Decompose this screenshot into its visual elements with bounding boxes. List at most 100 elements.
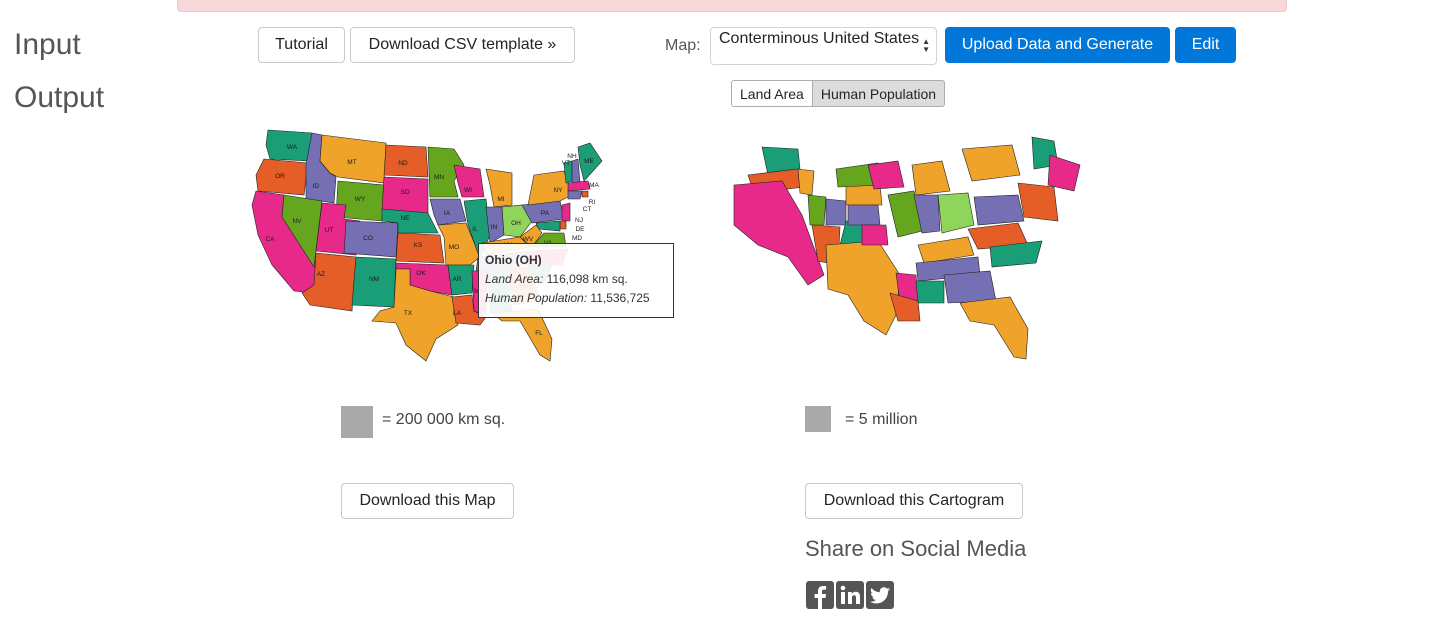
state-de[interactable] <box>559 220 567 230</box>
state-nd[interactable] <box>383 144 429 178</box>
state-ny[interactable] <box>527 170 573 206</box>
cartogram-nj[interactable] <box>1017 182 1059 222</box>
tooltip-population-key: Human Population: <box>485 291 588 305</box>
map-type-toggle: Land Area Human Population <box>731 80 946 107</box>
input-section-title: Input <box>14 28 81 61</box>
state-ar[interactable] <box>447 264 475 296</box>
state-wa[interactable] <box>265 129 313 162</box>
state-label-wy: WY <box>355 196 366 203</box>
state-label-ny: NY <box>553 187 563 194</box>
state-ma[interactable] <box>567 180 591 192</box>
cartogram-co[interactable] <box>825 198 847 226</box>
state-label-ar: AR <box>452 276 461 283</box>
state-label-mi: MI <box>497 196 504 203</box>
tooltip-title: Ohio (OH) <box>485 253 542 267</box>
state-label-wv: WV <box>523 236 534 243</box>
state-wi[interactable] <box>453 164 485 198</box>
state-me[interactable] <box>577 142 603 182</box>
state-label-il: IL <box>472 226 478 233</box>
alert-banner <box>177 0 1287 12</box>
state-label-ri: RI <box>589 199 596 206</box>
state-label-mn: MN <box>434 174 444 181</box>
state-nv[interactable] <box>281 194 323 268</box>
state-oh[interactable] <box>501 204 533 238</box>
state-label-nd: ND <box>398 160 408 167</box>
cartogram-legend-swatch <box>805 406 831 432</box>
state-nj[interactable] <box>561 202 571 222</box>
land-area-toggle[interactable]: Land Area <box>731 80 813 107</box>
state-label-in: IN <box>491 224 498 231</box>
state-ia[interactable] <box>429 198 467 226</box>
state-mt[interactable] <box>319 134 387 184</box>
map-legend-text: = 200 000 km sq. <box>382 411 506 428</box>
state-label-nv: NV <box>292 218 302 225</box>
state-label-sd: SD <box>400 189 409 196</box>
download-map-button[interactable]: Download this Map <box>341 483 514 519</box>
download-csv-template-button[interactable]: Download CSV template » <box>350 27 575 63</box>
output-section-title: Output <box>14 81 105 114</box>
map-legend-swatch <box>341 406 373 438</box>
state-label-ne: NE <box>400 215 410 222</box>
state-label-id: ID <box>313 183 320 190</box>
state-label-ma: MA <box>589 182 599 189</box>
cartogram-ga[interactable] <box>943 270 997 304</box>
state-label-md: MD <box>572 235 582 242</box>
state-mn[interactable] <box>427 146 465 198</box>
state-ct[interactable] <box>567 190 583 200</box>
tooltip-population-value: 11,536,725 <box>590 291 650 305</box>
state-tooltip: Ohio (OH) Land Area: 116,098 km sq. Huma… <box>478 243 674 318</box>
tooltip-land-area-key: Land Area: <box>485 272 544 286</box>
state-nh[interactable] <box>571 158 581 184</box>
state-label-me: ME <box>584 158 594 165</box>
tooltip-land-area-value: 116,098 km sq. <box>546 272 628 286</box>
state-ri[interactable] <box>581 190 589 198</box>
cartogram-al[interactable] <box>915 280 945 304</box>
twitter-icon[interactable] <box>866 581 894 609</box>
cartogram-oh[interactable] <box>937 192 975 234</box>
state-or[interactable] <box>255 158 309 196</box>
download-cartogram-button[interactable]: Download this Cartogram <box>805 483 1023 519</box>
state-label-pa: PA <box>541 210 550 217</box>
cartogram-nc[interactable] <box>989 240 1043 268</box>
human-population-toggle[interactable]: Human Population <box>812 80 946 107</box>
cartogram-ut[interactable] <box>807 194 827 226</box>
state-label-nj: NJ <box>575 217 583 224</box>
state-label-mt: MT <box>347 159 356 166</box>
state-mi[interactable] <box>485 168 513 208</box>
map-select[interactable]: Conterminous United States ▲ ▼ <box>710 27 937 65</box>
facebook-icon[interactable] <box>806 581 834 609</box>
select-arrows-icon: ▲ ▼ <box>922 37 930 54</box>
cartogram-ca[interactable] <box>733 180 825 286</box>
state-label-vt: VT <box>562 160 570 167</box>
cartogram-nv[interactable] <box>797 168 815 196</box>
state-tx[interactable] <box>371 268 459 362</box>
state-label-ca: CA <box>265 236 275 243</box>
tutorial-button[interactable]: Tutorial <box>258 27 345 63</box>
cartogram-ok[interactable] <box>861 224 889 246</box>
state-label-de: DE <box>575 226 585 233</box>
cartogram-mi[interactable] <box>911 160 951 196</box>
cartogram-tx[interactable] <box>825 240 901 336</box>
state-label-nh: NH <box>567 153 577 160</box>
state-label-ks: KS <box>414 242 423 249</box>
cartogram-wi[interactable] <box>867 160 905 190</box>
state-label-oh: OH <box>511 220 521 227</box>
cartogram-pa[interactable] <box>973 194 1025 226</box>
cartogram-in[interactable] <box>913 194 941 234</box>
cartogram-ma[interactable] <box>1047 154 1081 192</box>
state-label-ok: OK <box>416 270 426 277</box>
linkedin-icon[interactable] <box>836 581 864 609</box>
map-select-label: Map: <box>665 37 701 54</box>
cartogram-ky[interactable] <box>917 236 975 264</box>
cartogram-map[interactable] <box>728 125 1088 365</box>
cartogram-la[interactable] <box>889 292 921 322</box>
edit-button[interactable]: Edit <box>1175 27 1236 63</box>
cartogram-ny[interactable] <box>961 144 1021 182</box>
cartogram-legend-text: = 5 million <box>845 411 918 428</box>
state-label-ct: CT <box>583 206 592 213</box>
state-label-or: OR <box>275 173 285 180</box>
cartogram-ks[interactable] <box>847 204 881 226</box>
state-ks[interactable] <box>395 232 445 264</box>
cartogram-fl[interactable] <box>959 296 1029 360</box>
upload-data-and-generate-button[interactable]: Upload Data and Generate <box>945 27 1170 63</box>
